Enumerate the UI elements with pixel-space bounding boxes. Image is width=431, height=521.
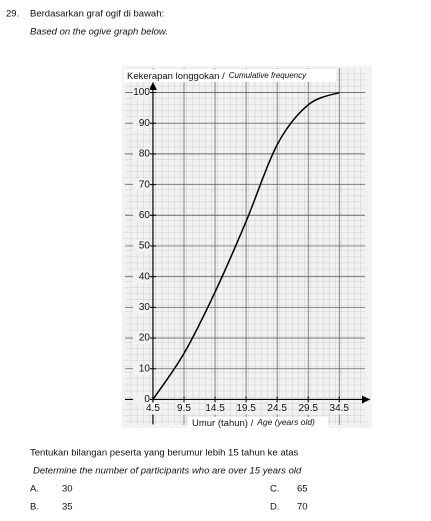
- y-tick-label: 20: [139, 333, 151, 344]
- y-tick-label: 60: [139, 210, 151, 221]
- x-axis-title-translation: Age (years old): [256, 417, 315, 427]
- y-axis-title-text: Kekerapan longgokan /: [127, 71, 225, 82]
- y-tick-label: 10: [139, 363, 151, 374]
- ogive-chart: 0 10 20 30 40 50 60 70 80 90 100 4.5 9.5 14.5 19.5 24.5…: [124, 68, 370, 429]
- option-letter: D.: [270, 502, 280, 513]
- y-tick-bg: [132, 301, 150, 314]
- option-text: 30: [62, 484, 73, 495]
- option-text: 65: [297, 484, 308, 495]
- y-tick-bg: [132, 209, 150, 222]
- y-tick-bg: [132, 86, 150, 99]
- y-tick-bg: [132, 117, 150, 130]
- option-letter: C.: [270, 484, 280, 495]
- x-tick-label: 34.5: [330, 403, 350, 414]
- y-tick-bg: [132, 178, 150, 191]
- option-letter: B.: [30, 502, 39, 513]
- x-tick-bg: [143, 402, 162, 415]
- y-axis-title-translation: Cumulative frequency: [229, 71, 307, 80]
- y-tick-bg: [132, 332, 150, 345]
- y-tick-label: 50: [139, 241, 151, 252]
- y-tick-label: 30: [139, 302, 151, 313]
- y-tick-label: 100: [133, 87, 150, 98]
- x-tick-bg: [237, 402, 256, 415]
- x-tick-bg: [330, 402, 349, 415]
- y-tick-label: 70: [139, 179, 151, 190]
- y-tick-bg: [132, 362, 150, 375]
- ogive-curve: [152, 91, 340, 400]
- fine-grid: [125, 68, 365, 425]
- y-label-box: [124, 69, 336, 82]
- x-tick-label: 4.5: [146, 403, 160, 414]
- x-axis-title: Umur (tahun) / Age (years old): [192, 417, 315, 428]
- y-tick-label: 0: [144, 394, 150, 405]
- question-translation: Based on the ogive graph below.: [30, 27, 168, 38]
- x-axis-title-text: Umur (tahun) /: [192, 418, 254, 429]
- x-tick-bg: [175, 402, 193, 415]
- y-tick-label: 40: [139, 271, 151, 282]
- y-tick-bg: [132, 240, 150, 252]
- y-tick-label: 80: [139, 149, 151, 160]
- x-axis-arrow: [362, 395, 370, 404]
- y-tick-bg: [132, 270, 150, 283]
- y-tick-label: 90: [139, 118, 151, 129]
- x-tick-label: 19.5: [236, 403, 256, 414]
- x-tick-label: 9.5: [177, 403, 191, 414]
- question-number: 29.: [6, 9, 19, 20]
- instruction: Tentukan bilangan peserta yang berumur l…: [30, 448, 299, 459]
- x-tick-label: 29.5: [298, 403, 318, 414]
- question-text: Berdasarkan graf ogif di bawah:: [30, 9, 164, 20]
- x-tick-label: 24.5: [267, 403, 287, 414]
- instruction-translation: Determine the number of participants who…: [33, 466, 302, 477]
- y-axis-title: Kekerapan longgokan / Cumulative frequenc…: [127, 71, 307, 82]
- y-axis-arrow: [148, 82, 157, 90]
- x-tick-bg: [268, 402, 287, 415]
- x-tick-label: 14.5: [205, 403, 225, 414]
- x-tick-bg: [299, 402, 318, 415]
- option-letter: A.: [30, 484, 39, 495]
- option-text: 35: [62, 502, 73, 513]
- option-text: 70: [297, 502, 308, 513]
- x-label-box: [188, 417, 328, 429]
- y-tick-bg: [132, 147, 150, 160]
- x-tick-bg: [206, 402, 225, 415]
